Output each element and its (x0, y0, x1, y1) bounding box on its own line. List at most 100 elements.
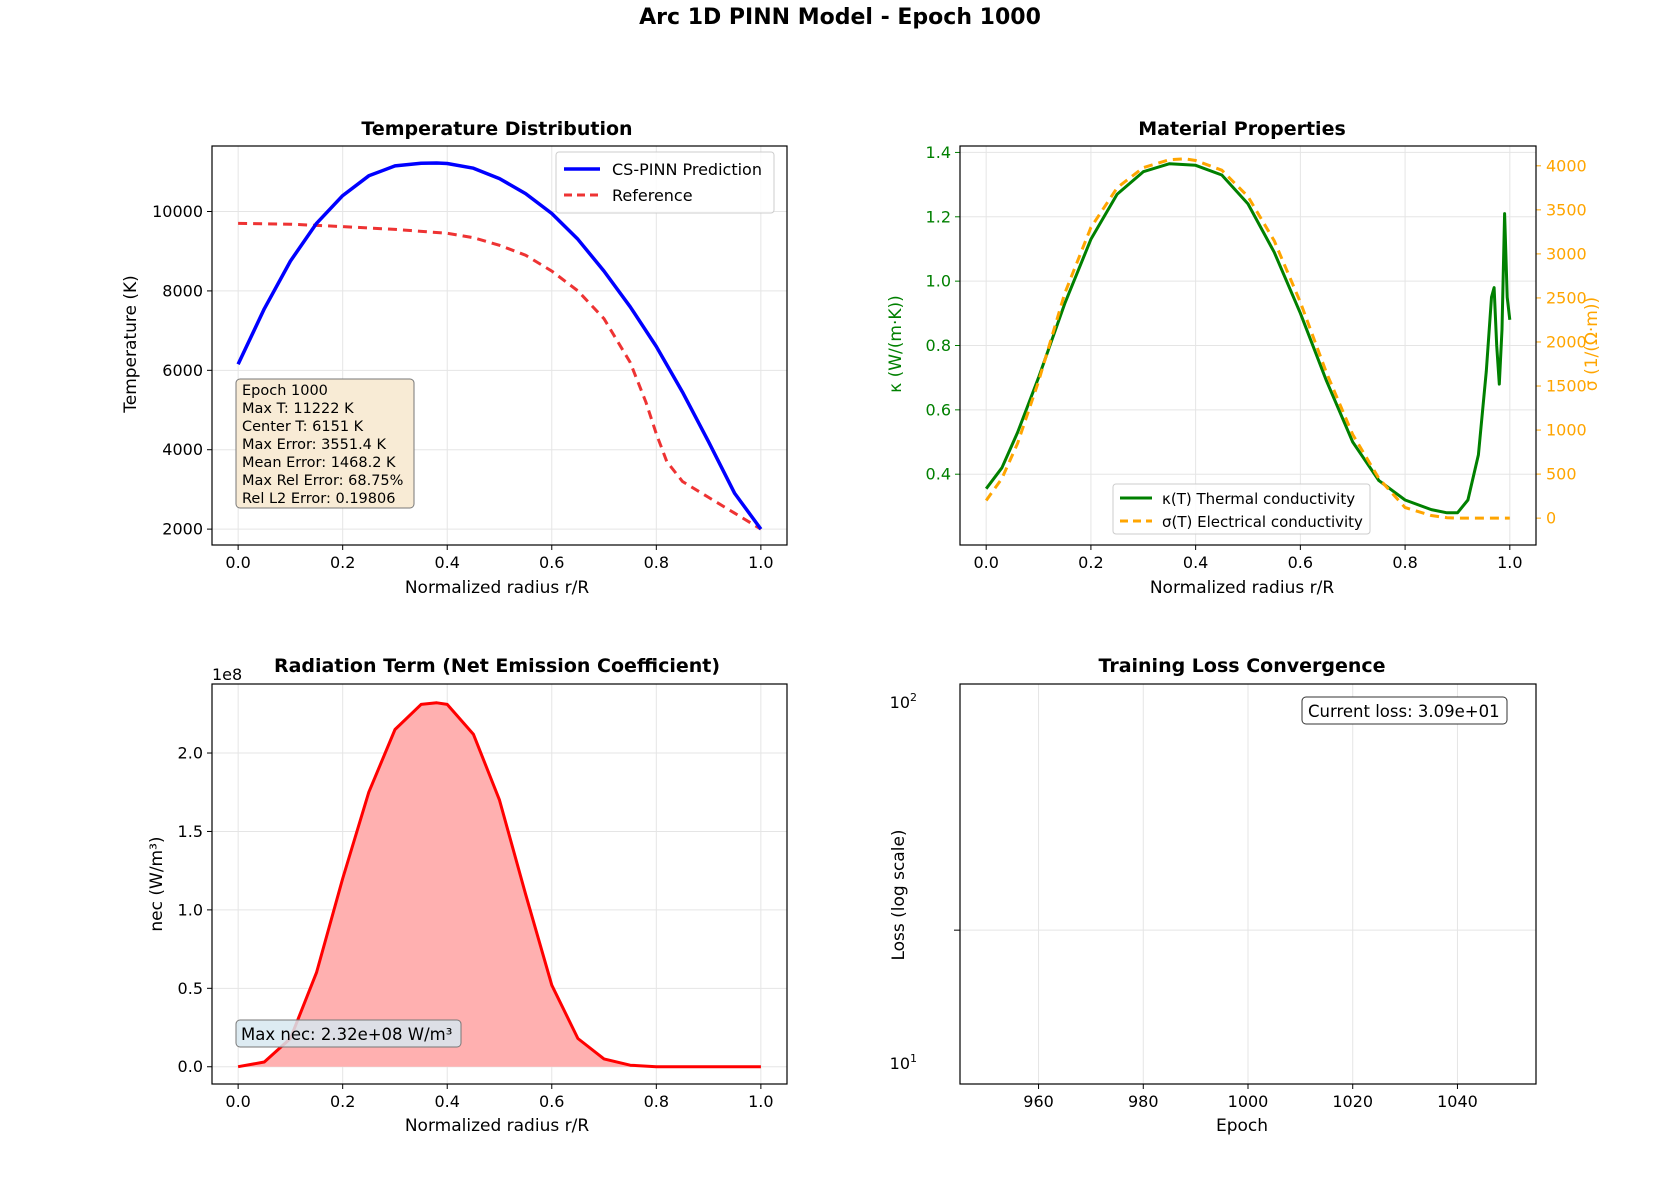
x-tick-label: 1040 (1437, 1092, 1478, 1111)
y-right-tick-label: 4000 (1546, 156, 1587, 175)
y-tick-label: 1.2 (926, 207, 951, 226)
y-tick-label: 6000 (162, 361, 203, 380)
y-tick-label: 0.4 (926, 465, 951, 484)
temperature-stats-box (235, 378, 415, 509)
temperature-panel: Temperature Distribution Normalized radi… (121, 118, 788, 598)
y-right-tick-label: 0 (1546, 509, 1556, 528)
stat-rel-l2-error: Rel L2 Error: 0.19806 (242, 491, 395, 507)
radiation-offset-text: 1e8 (212, 665, 242, 684)
kappa-line (985, 162, 1512, 515)
radiation-max-text: Max nec: 2.32e+08 W/m³ (241, 1025, 452, 1044)
y-tick-label: 2.0 (178, 744, 203, 763)
temperature-legend (555, 151, 775, 214)
x-tick-label: 0.6 (539, 553, 564, 572)
loss-ytick-label-bottom: 101 (890, 1052, 917, 1073)
x-tick-label: 0.6 (539, 1092, 564, 1111)
loss-title: Training Loss Convergence (1098, 655, 1385, 677)
y-tick-label: 0.6 (926, 400, 951, 419)
properties-xlabel: Normalized radius r/R (1150, 578, 1334, 598)
x-tick-label: 1.0 (748, 553, 773, 572)
sigma-line (984, 157, 1510, 520)
x-tick-label: 0.6 (1288, 553, 1313, 572)
x-tick-label: 1.0 (748, 1092, 773, 1111)
y-tick-label: 1.0 (178, 900, 203, 919)
stat-epoch: Epoch 1000 (242, 383, 328, 399)
nec-line (237, 701, 761, 1069)
x-tick-label: 0.4 (435, 553, 460, 572)
stat-max-error: Max Error: 3551.4 K (242, 437, 387, 453)
temperature-ylabel: Temperature (K) (121, 275, 141, 414)
stat-max-rel-error: Max Rel Error: 68.75% (242, 473, 403, 489)
temperature-title: Temperature Distribution (361, 118, 632, 140)
y-tick-label: 10000 (152, 202, 203, 221)
radiation-max-box (235, 1019, 462, 1048)
axes-frame (959, 145, 1537, 546)
loss-current-box (1301, 696, 1508, 725)
stat-mean-error: Mean Error: 1468.2 K (242, 455, 396, 471)
x-tick-label: 0.0 (973, 553, 998, 572)
temperature-plot-area: 0.0 0.2 0.4 0.6 0.8 1.0 2000 4000 6000 8000 10000 (152, 145, 788, 572)
temperature-xlabel: Normalized radius r/R (405, 578, 589, 598)
radiation-plot-area: 0.0 0.2 0.4 0.6 0.8 1.0 0.0 0.5 1.0 1.5 2.0 (178, 683, 788, 1111)
radiation-xlabel: Normalized radius r/R (405, 1116, 589, 1136)
properties-legend (1112, 483, 1371, 535)
x-tick-label: 980 (1128, 1092, 1159, 1111)
y-tick-label: 0.0 (178, 1057, 203, 1076)
x-tick-label: 0.2 (330, 1092, 355, 1111)
nec-area (238, 702, 761, 1067)
x-tick-label: 960 (1023, 1092, 1054, 1111)
x-tick-label: 0.8 (644, 553, 669, 572)
y-right-tick-label: 3500 (1546, 200, 1587, 219)
legend-label-reference: Reference (612, 186, 693, 205)
y-right-tick-label: 500 (1546, 465, 1577, 484)
x-tick-label: 0.8 (1392, 553, 1417, 572)
loss-ytick-label-top: 102 (890, 691, 917, 712)
properties-ylabel-left: κ (W/(m·K)) (886, 295, 906, 393)
figure-title: Arc 1D PINN Model - Epoch 1000 (639, 5, 1041, 30)
legend-label-sigma: σ(T) Electrical conductivity (1162, 513, 1363, 531)
axes-frame (211, 683, 788, 1085)
loss-plot-area: 960 980 1000 1020 1040 (954, 683, 1537, 1111)
reference-line (238, 221, 762, 531)
y-tick-label: 0.8 (926, 336, 951, 355)
radiation-ylabel: nec (W/m³) (147, 836, 167, 931)
y-right-tick-label: 3000 (1546, 244, 1587, 263)
y-right-tick-label: 2500 (1546, 288, 1587, 307)
x-tick-label: 0.8 (644, 1092, 669, 1111)
x-tick-label: 0.0 (225, 1092, 250, 1111)
legend-label-prediction: CS-PINN Prediction (612, 160, 762, 179)
loss-panel: Training Loss Convergence Epoch Loss (lo… (889, 655, 1537, 1136)
x-tick-label: 0.2 (1078, 553, 1103, 572)
x-tick-label: 0.4 (1183, 553, 1208, 572)
y-tick-label: 0.5 (178, 979, 203, 998)
x-tick-label: 1.0 (1497, 553, 1522, 572)
loss-xlabel: Epoch (1216, 1116, 1268, 1136)
loss-ylabel: Loss (log scale) (889, 829, 909, 960)
x-tick-label: 1000 (1228, 1092, 1269, 1111)
loss-current-text: Current loss: 3.09e+01 (1308, 702, 1500, 721)
legend-label-kappa: κ(T) Thermal conductivity (1162, 490, 1355, 508)
x-tick-label: 0.4 (435, 1092, 460, 1111)
x-tick-label: 0.2 (330, 553, 355, 572)
y-tick-label: 2000 (162, 520, 203, 539)
y-right-tick-label: 2000 (1546, 332, 1587, 351)
stat-center-t: Center T: 6151 K (242, 419, 364, 435)
temperature-stats-text: Epoch 1000 Max T: 11222 K Center T: 6151… (242, 383, 403, 507)
y-right-tick-label: 1500 (1546, 377, 1587, 396)
radiation-title: Radiation Term (Net Emission Coefficient… (274, 655, 720, 677)
axes-frame (211, 145, 788, 546)
y-tick-label: 4000 (162, 440, 203, 459)
y-right-tick-label: 1000 (1546, 421, 1587, 440)
stat-max-t: Max T: 11222 K (242, 401, 354, 417)
material-properties-panel: Material Properties Normalized radius r/… (886, 118, 1602, 598)
y-tick-label: 1.4 (926, 143, 951, 162)
prediction-line (236, 161, 763, 531)
radiation-panel: Radiation Term (Net Emission Coefficient… (147, 655, 788, 1136)
axes-frame (959, 683, 1537, 1085)
properties-title: Material Properties (1138, 118, 1346, 140)
x-tick-label: 1020 (1332, 1092, 1373, 1111)
properties-ylabel-right: σ (1/(Ω·m)) (1582, 297, 1602, 391)
properties-plot-area: 0.0 0.2 0.4 0.6 0.8 1.0 0.4 0.6 0.8 1.0 1.2 1.4 0 500… (926, 143, 1587, 572)
y-tick-label: 1.0 (926, 272, 951, 291)
